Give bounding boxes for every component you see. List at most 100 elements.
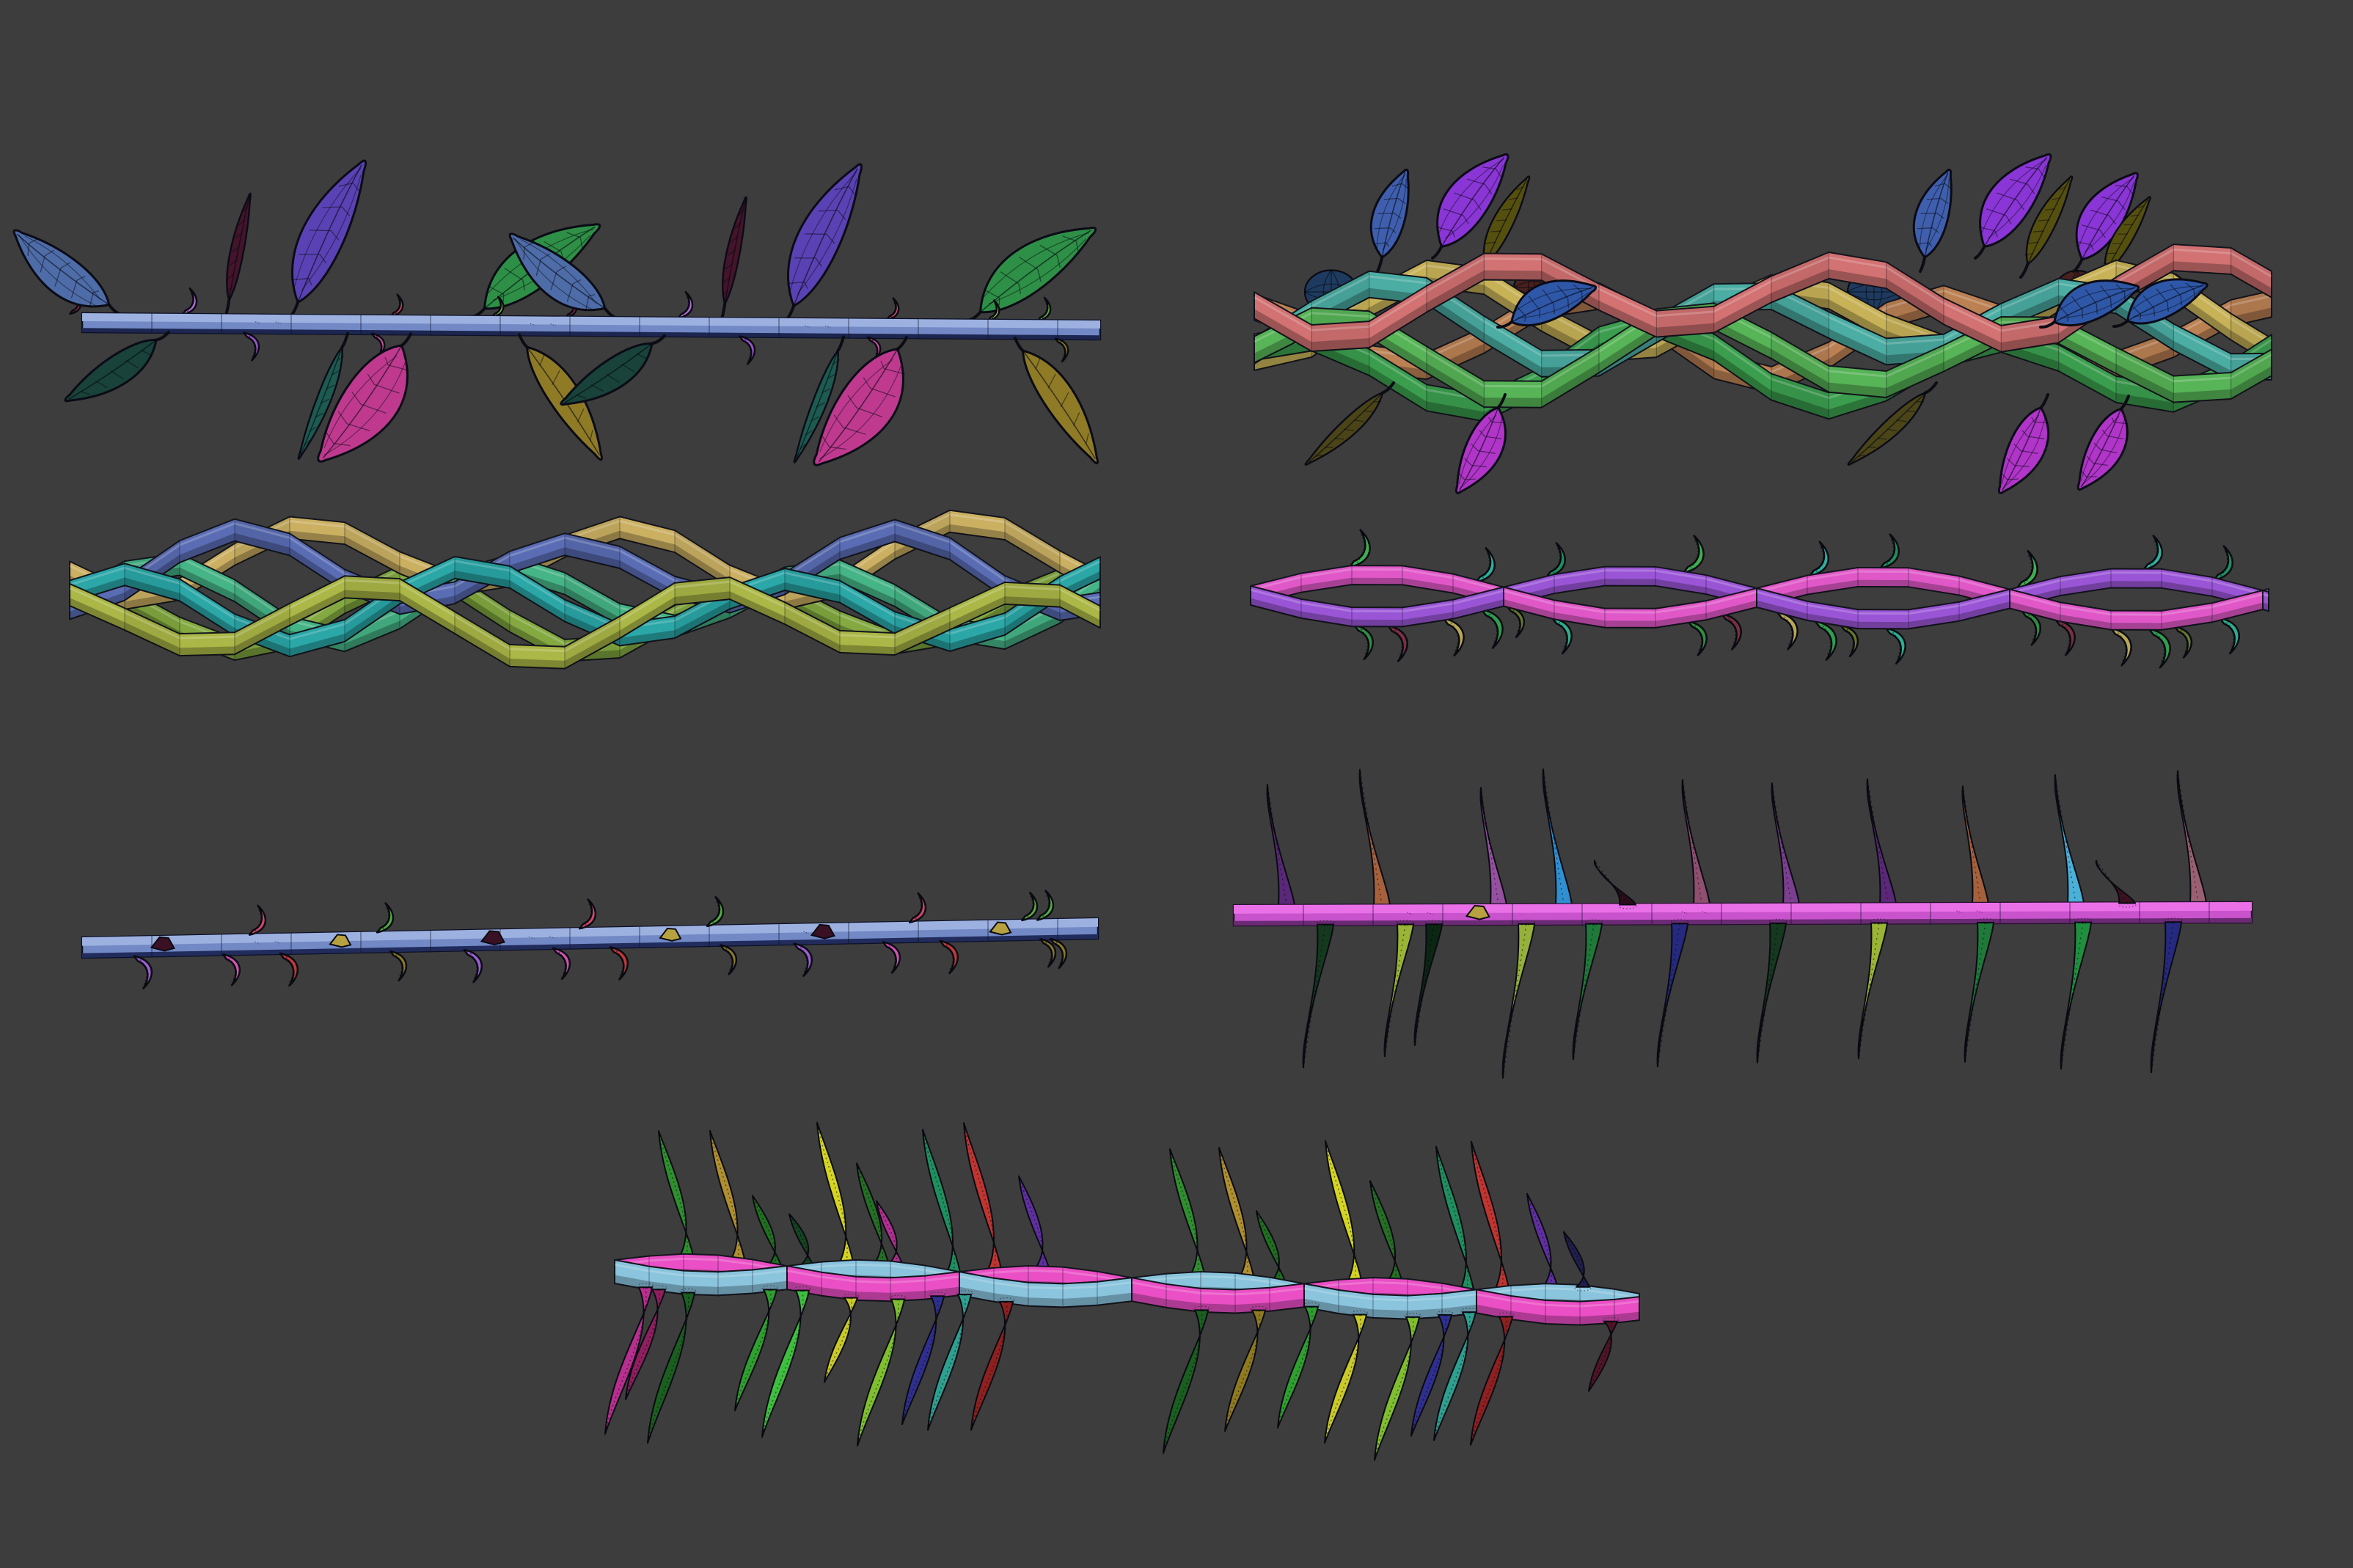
curl xyxy=(1348,529,1371,568)
attachments-back xyxy=(1266,768,2208,910)
curl xyxy=(739,335,756,365)
curl xyxy=(1879,533,1900,570)
curl xyxy=(1475,547,1496,583)
leaf-shape xyxy=(1978,153,2052,248)
leaf-shape xyxy=(508,232,607,312)
blade xyxy=(1277,1302,1320,1429)
curl xyxy=(1039,938,1057,968)
blob xyxy=(1465,904,1490,920)
attachments-front xyxy=(133,890,1068,989)
curl xyxy=(1021,891,1039,922)
blade xyxy=(1218,1146,1256,1281)
twist-cyan-magenta-blades[interactable] xyxy=(557,1100,1702,1481)
blade xyxy=(1018,1175,1051,1272)
cone xyxy=(1542,768,1573,909)
braid-thick-cool[interactable] xyxy=(15,484,1159,704)
vine-leafy-blue[interactable] xyxy=(12,159,1152,466)
blade xyxy=(824,1293,860,1383)
leaf-shape xyxy=(979,227,1097,314)
curl xyxy=(882,941,901,974)
cone xyxy=(1479,786,1508,910)
feather xyxy=(1476,175,1531,279)
curl xyxy=(1814,620,1837,661)
leaf-shape xyxy=(317,344,409,463)
braid-thick-warm-root xyxy=(1254,153,2272,494)
blade xyxy=(1526,1193,1559,1290)
cone xyxy=(2060,917,2093,1070)
blade xyxy=(901,1292,946,1426)
cone xyxy=(1961,785,1990,909)
leaf-shape xyxy=(1022,349,1099,465)
curl xyxy=(1480,608,1504,649)
blade xyxy=(1324,1310,1369,1444)
cone xyxy=(1593,860,1637,909)
leaf xyxy=(560,334,666,406)
cone xyxy=(1266,783,1296,910)
attachments-front xyxy=(1302,860,2183,1079)
curl xyxy=(2016,549,2038,589)
curl xyxy=(463,948,483,983)
feather xyxy=(1304,381,1395,466)
helix-purple-magenta[interactable] xyxy=(1196,491,2347,704)
curl xyxy=(578,898,597,930)
curl xyxy=(1885,627,1906,665)
leaf xyxy=(2076,395,2130,491)
leaf-shape xyxy=(1510,279,1598,326)
curl xyxy=(389,950,408,982)
leaf xyxy=(508,232,618,320)
blade xyxy=(963,1122,1003,1274)
curl xyxy=(133,955,153,989)
leaf-shape xyxy=(786,163,863,307)
blade xyxy=(1563,1231,1592,1292)
curl xyxy=(609,946,629,981)
feather-shape xyxy=(1847,392,1927,466)
blade xyxy=(970,1297,1015,1431)
stem-magenta-spikes-root xyxy=(1232,768,2253,1079)
curl xyxy=(793,942,813,978)
leaf xyxy=(2112,278,2209,328)
strands xyxy=(1254,243,2272,422)
feather xyxy=(224,192,252,317)
leaf-shape xyxy=(2075,172,2139,261)
leaf-shape xyxy=(12,229,111,308)
leaf xyxy=(1496,279,1598,329)
cone xyxy=(2150,917,2183,1074)
curl xyxy=(1036,890,1055,921)
curl xyxy=(1721,612,1742,651)
attachments-back xyxy=(12,159,1097,335)
curl xyxy=(706,895,725,928)
blade xyxy=(1374,1313,1421,1461)
feather xyxy=(1847,381,1938,466)
cone xyxy=(1964,917,1995,1063)
stem-magenta-spikes[interactable] xyxy=(1181,755,2340,1100)
stem-blue-sprouts[interactable] xyxy=(22,851,1152,1019)
blade xyxy=(857,1294,907,1447)
curl xyxy=(279,952,299,987)
feather-shape xyxy=(297,345,344,461)
leaf-shape xyxy=(2076,407,2129,491)
curl xyxy=(181,287,198,316)
curl xyxy=(389,293,404,318)
stem xyxy=(81,312,1102,341)
leaf xyxy=(12,229,122,316)
curl xyxy=(987,299,1000,322)
cone xyxy=(1413,920,1443,1047)
cone xyxy=(1857,918,1889,1060)
curl xyxy=(491,296,505,318)
leaf xyxy=(1431,153,1509,260)
attachments-back xyxy=(1348,529,2240,669)
leaf xyxy=(2039,279,2140,329)
curl xyxy=(1506,605,1525,639)
leaf-shape xyxy=(1369,168,1410,259)
braid-thick-warm[interactable] xyxy=(1196,153,2347,528)
leaf-shape xyxy=(64,338,158,403)
blob xyxy=(659,927,682,942)
leaves-front xyxy=(1304,153,2209,494)
cone xyxy=(1771,782,1801,909)
curl xyxy=(1054,337,1069,363)
curl xyxy=(552,947,571,981)
leaf xyxy=(64,330,170,403)
cone xyxy=(1383,920,1415,1058)
leaf-shape xyxy=(2053,279,2140,326)
